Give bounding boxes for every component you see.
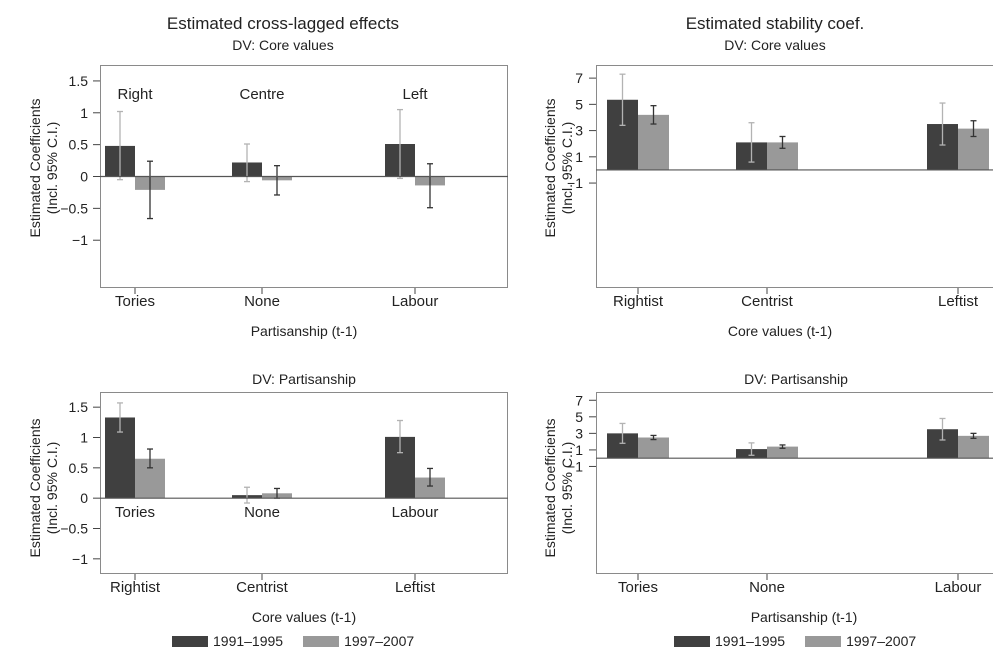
legend-swatch-series-1-right bbox=[674, 635, 710, 647]
panel-0-xlabel: Partisanship (t-1) bbox=[250, 323, 358, 339]
panel-1-ytick-label: 5 bbox=[575, 96, 583, 112]
panel-2-ytick-label: 0 bbox=[80, 490, 88, 506]
legend-right: 1991–1995 1997–2007 bbox=[674, 633, 936, 649]
legend-label-series-2-right: 1997–2007 bbox=[846, 633, 917, 649]
legend-item-series-1: 1991–1995 bbox=[172, 633, 283, 649]
legend-label-series-2: 1997–2007 bbox=[344, 633, 415, 649]
panel-3-plot-frame bbox=[596, 392, 993, 574]
left-column-title: Estimated cross-lagged effects bbox=[166, 14, 400, 33]
panel-3-subtitle: DV: Partisanship bbox=[744, 371, 848, 387]
panel-2-bar-series2-leftist bbox=[415, 477, 445, 499]
panel-2-ytick-label: 1 bbox=[80, 430, 88, 446]
legend-label-series-1-right: 1991–1995 bbox=[715, 633, 786, 649]
panel-2-category-label-centrist: Centrist bbox=[236, 579, 289, 596]
legend-item-series-2-right: 1997–2007 bbox=[805, 633, 916, 649]
panel-0-subtitle: DV: Core values bbox=[232, 37, 334, 53]
panel-0-ytick-label: −0.5 bbox=[60, 200, 88, 216]
panel-2-ytick-label: −0.5 bbox=[60, 521, 88, 537]
panel-3-xlabel: Partisanship (t-1) bbox=[750, 609, 858, 625]
panel-1-plot-frame bbox=[596, 65, 993, 288]
panel-2-annotation-none: None bbox=[244, 504, 280, 521]
panel-0-annotation-right: Right bbox=[117, 86, 153, 103]
panel-3-ytick-label: 7 bbox=[575, 392, 583, 408]
panel-0-annotation-left: Left bbox=[402, 86, 428, 103]
panel-0-category-label-none: None bbox=[244, 293, 280, 310]
panel-3-category-label-labour: Labour bbox=[935, 579, 982, 596]
panel-0-category-label-labour: Labour bbox=[392, 293, 439, 310]
panel-3-ytick-label: 1 bbox=[575, 442, 583, 458]
panel-2-annotation-tories: Tories bbox=[115, 504, 155, 521]
panel-3-ytick-label: 3 bbox=[575, 425, 583, 441]
panel-1-xlabel: Core values (t-1) bbox=[727, 323, 833, 339]
panel-2-annotation-labour: Labour bbox=[392, 504, 439, 521]
panel-0-ytick-label: −1 bbox=[72, 232, 88, 248]
panel-3-bar-series2-none bbox=[767, 446, 798, 459]
legend-item-series-2: 1997–2007 bbox=[303, 633, 414, 649]
panel-2-category-label-leftist: Leftist bbox=[395, 579, 436, 596]
panel-0-category-label-tories: Tories bbox=[115, 293, 155, 310]
panel-0-ytick-label: 0 bbox=[80, 169, 88, 185]
panel-1-ytick-label: 7 bbox=[575, 70, 583, 86]
legend-label-series-1: 1991–1995 bbox=[213, 633, 284, 649]
panel-1-ytick-label: −1 bbox=[567, 175, 583, 191]
panel-1-category-label-leftist: Leftist bbox=[938, 293, 979, 310]
panel-0-ytick-label: 0.5 bbox=[69, 137, 89, 153]
panel-1-ytick-label: 1 bbox=[575, 149, 583, 165]
panel-1-ytick-label: 3 bbox=[575, 123, 583, 139]
panel-2-category-label-rightist: Rightist bbox=[110, 579, 161, 596]
right-column-title: Estimated stability coef. bbox=[685, 14, 865, 33]
panel-2-xlabel: Core values (t-1) bbox=[251, 609, 357, 625]
panel-3-bar-series2-labour bbox=[958, 435, 989, 459]
legend-swatch-series-2-right bbox=[805, 635, 842, 647]
panel-2-subtitle: DV: Partisanship bbox=[252, 371, 356, 387]
panel-3-category-label-none: None bbox=[749, 579, 785, 596]
panel-1-category-label-rightist: Rightist bbox=[613, 293, 664, 310]
panel-2-ytick-label: 0.5 bbox=[69, 460, 89, 476]
panel-3-bar-series2-tories bbox=[638, 437, 669, 459]
panel-0-ytick-label: 1.5 bbox=[69, 73, 89, 89]
panel-2-ytick-label: 1.5 bbox=[69, 399, 89, 415]
panel-3-category-label-tories: Tories bbox=[618, 579, 658, 596]
panel-1-category-label-centrist: Centrist bbox=[741, 293, 794, 310]
panel-3-ytick-label: 5 bbox=[575, 409, 583, 425]
panel-2-ytick-label: −1 bbox=[72, 551, 88, 567]
legend-swatch-series-2 bbox=[303, 635, 340, 647]
legend-swatch-series-1 bbox=[172, 635, 208, 647]
panel-0-ytick-label: 1 bbox=[80, 105, 88, 121]
legend-left: 1991–1995 1997–2007 bbox=[172, 633, 434, 649]
legend-item-series-1-right: 1991–1995 bbox=[674, 633, 785, 649]
panel-3-ytick-label: −1 bbox=[567, 458, 583, 474]
panel-0-annotation-centre: Centre bbox=[239, 86, 284, 103]
panel-1-subtitle: DV: Core values bbox=[724, 37, 826, 53]
